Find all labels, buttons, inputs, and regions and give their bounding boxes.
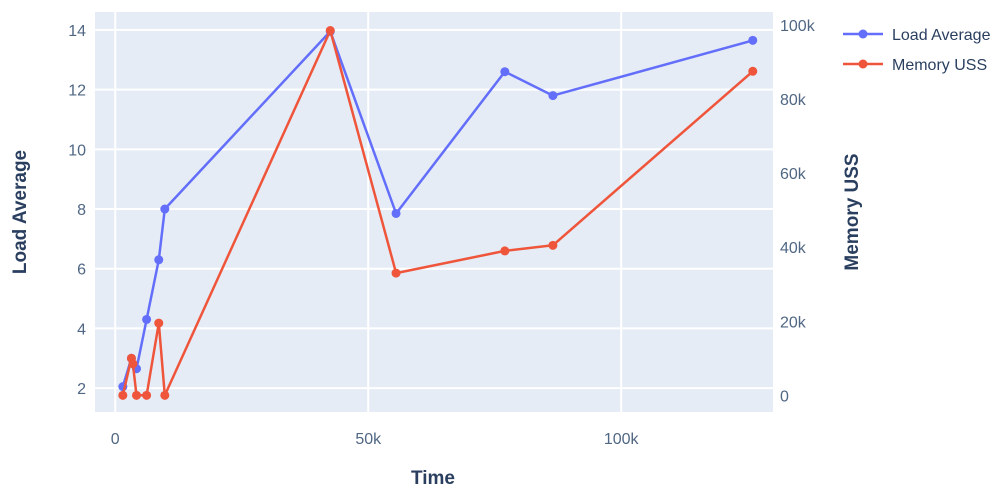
y-left-tick-label: 14 [68,23,86,40]
memory-uss-point [748,66,758,76]
x-axis-title: Time [411,468,455,488]
legend-swatch-marker [858,59,868,69]
y-left-tick-label: 12 [68,83,86,100]
load-average-point [548,91,558,101]
memory-uss-point [160,390,170,400]
tick-labels: 2 4 6 8 10 12 14 0 50k 100k 0 20k 40k 60k 80k 100k [68,18,815,448]
y-right-tick-label: 40k [780,240,807,257]
series-layer [118,26,758,400]
y-left-tick-label: 10 [68,142,86,159]
memory-uss-point [131,390,141,400]
legend[interactable]: Load Average Memory USS [843,27,991,74]
y-axis-right-title: Memory USS [842,153,863,270]
y-left-tick-label: 8 [77,202,86,219]
memory-uss-point [548,240,558,250]
load-average-point [500,67,510,77]
load-average-point [154,255,164,265]
legend-item-load-average[interactable]: Load Average [843,27,991,44]
load-average-point [160,204,170,214]
y-right-tick-label: 80k [780,92,807,109]
y-right-tick-label: 60k [780,166,807,183]
y-right-tick-label: 0 [780,388,789,405]
memory-uss-point [118,390,128,400]
y-right-tick-label: 20k [780,314,807,331]
grid-lines [95,12,773,412]
memory-uss-point [142,390,152,400]
legend-swatch-marker [858,29,868,39]
memory-uss-point [154,318,164,328]
load-average-point [391,208,401,218]
legend-label: Memory USS [892,57,987,74]
legend-item-memory-uss[interactable]: Memory USS [843,57,987,74]
legend-label: Load Average [892,27,991,44]
plot-area [95,12,773,412]
x-tick-label: 0 [111,431,120,448]
y-left-tick-label: 6 [77,262,86,279]
x-tick-label: 100k [604,431,640,448]
x-tick-label: 50k [355,431,382,448]
y-right-tick-label: 100k [780,18,816,35]
y-axis-left-title: Load Average [10,150,31,274]
memory-uss-point [325,26,335,36]
y-left-tick-label: 4 [77,321,86,338]
load-average-point [142,314,152,324]
load-average-point [748,35,758,45]
memory-uss-point [128,359,138,369]
memory-uss-point [500,246,510,256]
y-left-tick-label: 2 [77,381,86,398]
memory-uss-point [391,268,401,278]
